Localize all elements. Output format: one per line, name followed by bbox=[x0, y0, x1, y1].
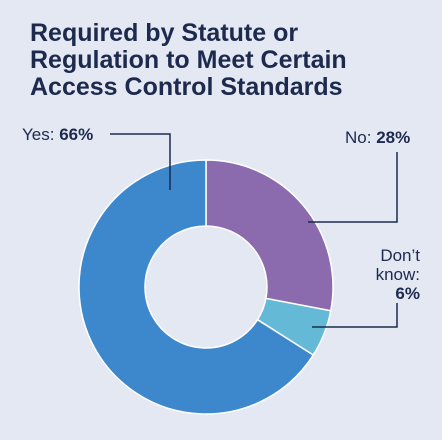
donut-slice-no bbox=[205, 159, 334, 312]
chart-title: Required by Statute or Regulation to Mee… bbox=[30, 20, 430, 101]
slice-label-dont-know-value: 6% bbox=[395, 284, 420, 303]
chart-title-line-3: Access Control Standards bbox=[30, 73, 343, 101]
slice-label-yes-value: 66% bbox=[59, 125, 94, 144]
slice-label-dont-know: Don’t know: 6% bbox=[376, 246, 420, 303]
leader-line-dk bbox=[312, 303, 398, 328]
leader-line-no bbox=[308, 152, 398, 223]
slice-label-no-value: 28% bbox=[376, 128, 411, 147]
chart-title-line-1: Required by Statute or bbox=[30, 19, 299, 47]
leader-line-yes bbox=[110, 133, 171, 190]
slice-label-dont-know-name-2: know: bbox=[375, 265, 420, 284]
donut-slice-yes bbox=[78, 159, 315, 415]
slice-label-no-name: No bbox=[345, 128, 367, 147]
slice-label-no: No: 28% bbox=[345, 128, 411, 147]
slice-label-yes: Yes: 66% bbox=[22, 125, 94, 144]
slice-label-dont-know-name-1: Don’t bbox=[380, 246, 420, 265]
chart-title-line-2: Regulation to Meet Certain bbox=[30, 46, 347, 74]
slice-label-yes-name: Yes bbox=[22, 125, 50, 144]
